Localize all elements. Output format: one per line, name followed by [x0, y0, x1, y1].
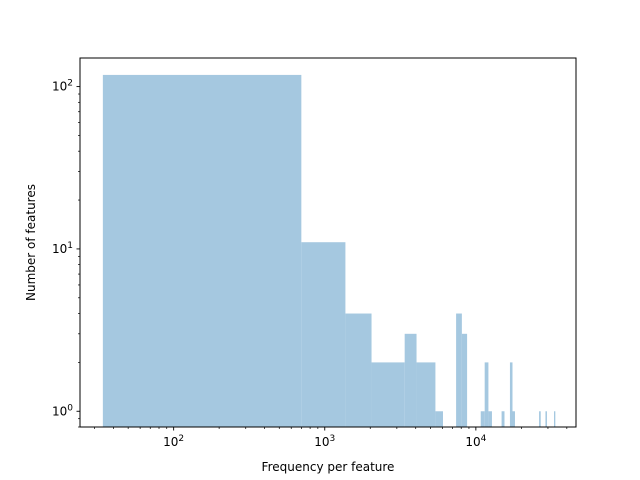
y-tick-label: 100	[52, 403, 73, 418]
histogram-bar	[512, 411, 515, 427]
x-tick-label: 103	[314, 434, 335, 449]
x-tick-label: 104	[465, 434, 486, 449]
histogram-bar	[484, 362, 489, 427]
y-axis-label: Number of features	[24, 184, 38, 301]
histogram-bar	[345, 313, 372, 427]
histogram-bar	[554, 411, 556, 427]
histogram-bar	[435, 411, 443, 427]
histogram-bar	[488, 411, 492, 427]
histogram-bar	[416, 362, 436, 427]
histogram-bar	[456, 313, 462, 427]
histogram-bar	[539, 411, 541, 427]
x-axis-ticks: 102 103 104	[94, 427, 568, 449]
histogram-bar	[545, 411, 547, 427]
histogram-bar	[404, 333, 417, 427]
y-axis-ticks: 100 101 102	[52, 79, 80, 428]
histogram-bar	[480, 411, 485, 427]
y-tick-label: 101	[52, 241, 73, 256]
x-axis-label: Frequency per feature	[262, 460, 395, 474]
bars-group	[102, 74, 556, 428]
histogram-bar	[501, 411, 505, 427]
plot-frame	[79, 57, 577, 428]
histogram-bar	[461, 333, 468, 427]
histogram-bar	[301, 242, 346, 427]
y-tick-label: 102	[52, 79, 73, 94]
x-tick-label: 102	[163, 434, 184, 449]
histogram-bar	[102, 74, 302, 428]
histogram-bar	[509, 362, 513, 427]
histogram-bar	[371, 362, 405, 427]
